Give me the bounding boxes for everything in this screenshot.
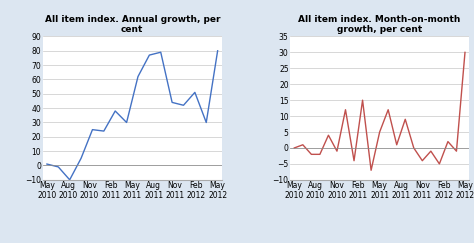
Title: All item index. Month-on-month
growth, per cent: All item index. Month-on-month growth, p…	[299, 15, 461, 34]
Title: All item index. Annual growth, per
cent: All item index. Annual growth, per cent	[45, 15, 220, 34]
